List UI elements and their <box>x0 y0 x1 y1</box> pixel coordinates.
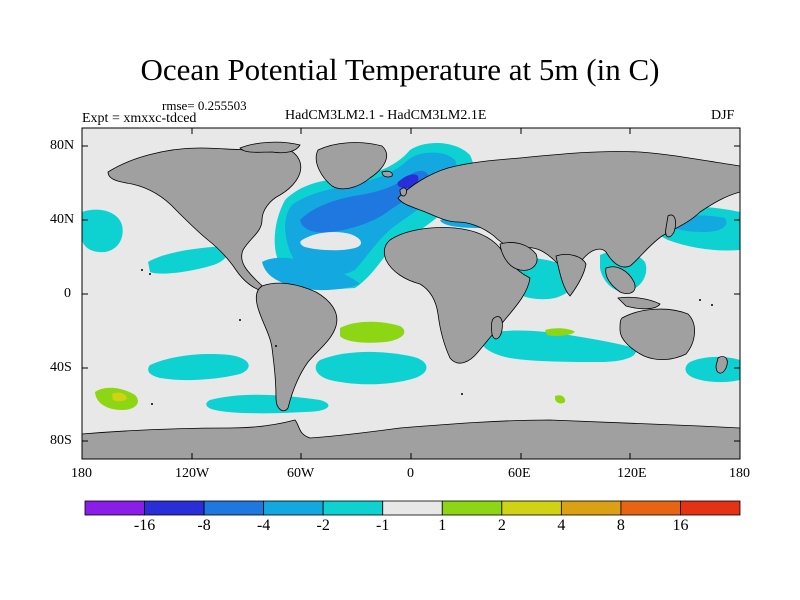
land-madagascar <box>491 316 503 340</box>
map-title: Ocean Potential Temperature at 5m (in C) <box>140 52 660 87</box>
colorbar <box>84 500 741 516</box>
lon-tick-label: 0 <box>407 466 414 481</box>
lon-tick-label: 60E <box>508 466 531 481</box>
anomaly-region-south-pacific <box>148 354 249 381</box>
tick-marks <box>82 128 740 459</box>
anomaly-region-north-pacific <box>82 209 123 253</box>
land-southeast-asia <box>605 266 661 310</box>
land-australia <box>619 308 695 360</box>
land-british-isles <box>399 187 407 197</box>
colorbar-label: 16 <box>672 517 689 534</box>
anomaly-region-south-atlantic <box>315 351 427 385</box>
anomaly-region-north-atlantic-strong <box>300 170 429 233</box>
land-japan <box>665 214 676 238</box>
anomaly-region-ne-pacific <box>148 246 228 274</box>
lon-tick-label: 120E <box>617 466 647 481</box>
colorbar-swatch <box>203 500 265 516</box>
lat-tick-label: 80S <box>50 433 72 448</box>
land-iceland <box>381 170 393 178</box>
anomaly-region-warm-indian-ocean <box>545 328 575 336</box>
land-india <box>555 254 587 297</box>
colorbar-label: -4 <box>256 517 271 534</box>
land-new-zealand <box>715 356 728 374</box>
land-greenland <box>315 142 387 190</box>
lon-tick-label: 180 <box>71 466 92 481</box>
colorbar-swatch <box>144 500 205 516</box>
colorbar-swatch <box>382 500 443 516</box>
colorbar-swatch <box>322 500 384 516</box>
experiment-label: Expt = xmxxc-tdced <box>82 111 197 126</box>
lon-tick-label: 180 <box>729 466 750 481</box>
comparison-label: HadCM3LM2.1 - HadCM3LM2.1E <box>285 108 487 123</box>
colorbar-label: 1 <box>438 517 447 534</box>
anomaly-region-gulf-stream-neutral <box>300 232 362 251</box>
anomaly-region-southern-ocean <box>206 394 329 414</box>
lat-tick-label: 0 <box>64 286 71 301</box>
land-arabian-peninsula <box>499 242 538 271</box>
anomaly-region-warm-southern-ocean <box>555 395 566 404</box>
lat-tick-label: 40S <box>50 360 72 375</box>
land-masses <box>82 141 740 459</box>
colorbar-label: -16 <box>133 517 156 534</box>
anomaly-region-south-indian-ocean <box>479 330 636 362</box>
land-eurasia <box>397 151 740 269</box>
colorbar-label: 4 <box>557 517 566 534</box>
colorbar-swatch <box>560 500 622 516</box>
colorbar-swatch <box>441 500 503 516</box>
land-south-america <box>255 282 338 412</box>
colorbar-swatch <box>620 500 681 516</box>
lat-tick-label: 40N <box>50 212 75 227</box>
colorbar-label: -8 <box>197 517 211 534</box>
colorbar-swatch <box>84 500 145 516</box>
land-canadian-archipelago <box>239 141 301 154</box>
colorbar-label: 2 <box>497 517 506 534</box>
lat-tick-label: 80N <box>50 138 75 153</box>
lon-tick-label: 60W <box>287 466 315 481</box>
lon-tick-label: 120W <box>175 466 210 481</box>
colorbar-swatch <box>263 500 324 516</box>
anomaly-region-warm-south-pacific-core <box>112 392 127 402</box>
small-islands <box>141 269 713 405</box>
anomaly-region-tropical-atlantic <box>262 257 360 291</box>
anomaly-region-warm-south-atlantic <box>340 321 405 343</box>
colorbar-label: 8 <box>616 517 625 534</box>
colorbar-swatch <box>680 500 741 516</box>
land-antarctica <box>82 419 740 459</box>
colorbar-swatch <box>501 500 562 516</box>
colorbar-label: -2 <box>316 517 330 534</box>
rmse-label: rmse= 0.255503 <box>162 98 247 113</box>
colorbar-label: -1 <box>376 517 390 534</box>
season-label: DJF <box>711 108 735 123</box>
